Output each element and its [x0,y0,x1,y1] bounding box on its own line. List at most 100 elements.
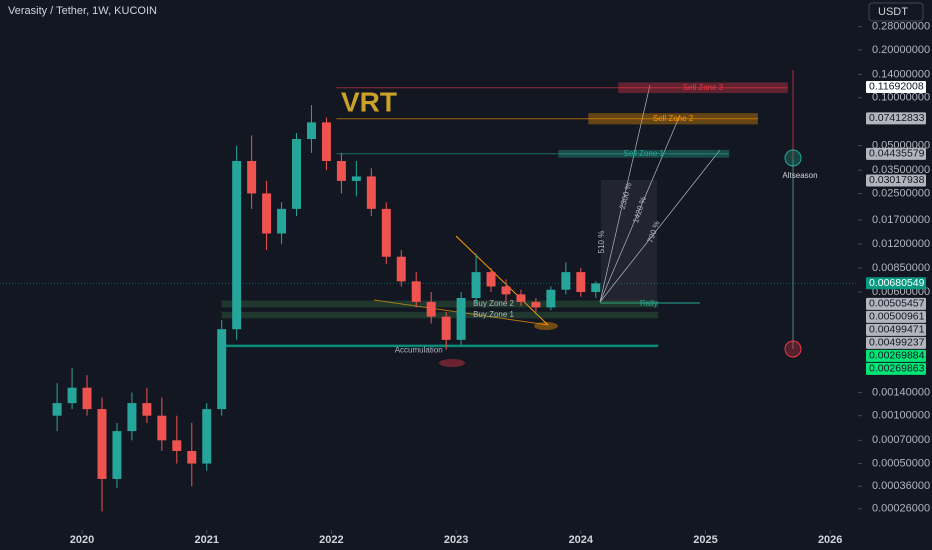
zone [221,311,659,319]
x-tick-label: 2025 [693,534,717,546]
y-tick-label: 0.00070000 [872,434,930,446]
candle-body [97,409,107,479]
candle-body [561,272,571,290]
candle-body [441,316,451,340]
candle-body [247,161,257,194]
candle-body [277,208,287,234]
candle-body [217,329,227,410]
y-tick-label: 0.00100000 [872,410,930,422]
zone-label: Sell Zone 2 [653,114,694,123]
price-label: 0.11692008 [869,81,924,93]
y-tick-label: 0.00140000 [872,386,930,398]
price-label: 0.03017938 [869,174,925,186]
candle-body [292,139,302,209]
y-tick-label: 0.00850000 [872,262,930,274]
candle-body [202,409,212,464]
y-tick-label: 0.00026000 [872,503,930,515]
candle-body [232,161,242,330]
zone-label: Sell Zone 1 [624,149,665,158]
candle-body [516,294,526,302]
candle-body [82,387,92,410]
price-label: 0.04435579 [869,148,925,160]
candle-body [52,403,62,416]
annotation: 510 % [597,231,606,254]
x-tick-label: 2020 [70,534,94,546]
altseason-top [784,149,802,167]
y-tick-label: 0.01200000 [872,238,930,250]
candle-body [172,440,182,451]
price-label-box [866,297,926,310]
price-label-box [866,277,926,290]
zone [221,344,659,348]
candle-body [486,272,496,287]
candle-body [351,176,361,181]
y-tick-label: 0.00036000 [872,480,930,492]
x-tick-label: 2024 [569,534,594,546]
candle-body [531,301,541,308]
price-label-box [866,323,926,336]
price-label: 0.00680549 [869,277,925,289]
low-marker [439,359,465,367]
candle-body [411,281,421,302]
candle-body [396,256,406,282]
low-marker [534,322,558,330]
price-label: 0.00269884 [869,350,925,362]
price-label: 0.00500961 [869,311,925,323]
price-label: 0.07412833 [869,112,925,124]
y-tick-label: 0.28000000 [872,21,930,33]
chart-title: Verasity / Tether, 1W, KUCOIN [8,5,157,17]
candle-body [381,208,391,257]
price-label-box [866,174,926,187]
candle-body [157,415,167,441]
y-tick-label: 0.20000000 [872,44,930,56]
price-label: 0.00505457 [869,298,925,310]
annotation: Rally [640,299,658,308]
x-tick-label: 2023 [444,534,468,546]
candle-body [366,176,376,209]
y-tick-label: 0.10000000 [872,92,930,104]
candle-body [321,122,331,162]
currency-box[interactable] [868,2,924,22]
price-label-box [866,112,926,125]
zone [618,82,788,94]
y-tick-label: 0.03500000 [872,164,930,176]
candle-body [306,122,316,140]
zone-label: Sell Zone 3 [683,83,724,92]
fan-line [599,149,721,303]
x-tick-label: 2022 [319,534,343,546]
x-tick-label: 2026 [818,534,842,546]
price-label: 0.00499237 [869,337,925,349]
candle-body [262,193,272,234]
candle-body [426,301,436,317]
candle-body [187,450,197,464]
candle-body [471,272,481,299]
zone [588,113,758,125]
altseason-bottom [784,340,802,358]
candle-body [501,286,511,295]
price-label-box [866,362,926,375]
candle-body [112,431,122,479]
price-label: 0.00499471 [869,324,925,336]
y-tick-label: 0.02500000 [872,187,930,199]
candle-body [546,289,556,308]
fan-line [599,84,651,303]
candle-body [67,387,77,404]
zone-label: Buy Zone 1 [473,310,514,319]
annotation: Altseason [782,171,817,180]
price-label-box [866,310,926,323]
price-label-box [866,80,926,93]
price-label-box [866,349,926,362]
y-tick-label: 0.01700000 [872,214,930,226]
projection-box [601,180,657,302]
currency[interactable]: USDT [878,6,908,18]
y-tick-label: 0.14000000 [872,68,930,80]
candle-body [142,403,152,416]
symbol-label: VRT [341,86,397,117]
plot [373,70,802,367]
candle-body [576,272,586,292]
zone [221,300,659,308]
fan-line [599,114,681,303]
price-label: 0.00269863 [869,363,925,375]
candle-body [591,283,601,292]
